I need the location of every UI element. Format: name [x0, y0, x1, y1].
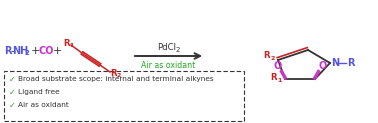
Text: Ligand free: Ligand free — [18, 89, 60, 95]
Text: CO: CO — [38, 46, 54, 56]
Text: –: – — [11, 46, 15, 56]
Text: R: R — [264, 51, 270, 60]
Text: N: N — [331, 58, 339, 68]
Text: O: O — [318, 61, 327, 71]
Text: R: R — [4, 46, 12, 56]
Text: Broad substrate scope: internal and terminal alkynes: Broad substrate scope: internal and term… — [18, 76, 214, 82]
Text: 2: 2 — [25, 50, 29, 56]
Text: Air as oxidant: Air as oxidant — [141, 61, 196, 69]
Text: NH: NH — [12, 46, 28, 56]
Text: Air as oxidant: Air as oxidant — [18, 102, 69, 108]
Text: R: R — [347, 58, 355, 68]
Text: 2: 2 — [271, 55, 275, 61]
Text: R: R — [64, 38, 70, 47]
Text: ✓: ✓ — [9, 87, 15, 97]
Text: ✓: ✓ — [9, 100, 15, 109]
Text: 2: 2 — [117, 73, 121, 78]
Text: +: + — [30, 46, 40, 56]
Text: PdCl: PdCl — [157, 43, 176, 52]
Text: O: O — [273, 61, 282, 71]
Text: R: R — [111, 69, 117, 77]
Text: 1: 1 — [70, 43, 74, 48]
Text: 1: 1 — [278, 77, 282, 83]
Text: R: R — [271, 72, 277, 82]
Text: 2: 2 — [175, 46, 180, 53]
Text: +: + — [52, 46, 62, 56]
Text: ✓: ✓ — [9, 75, 15, 84]
